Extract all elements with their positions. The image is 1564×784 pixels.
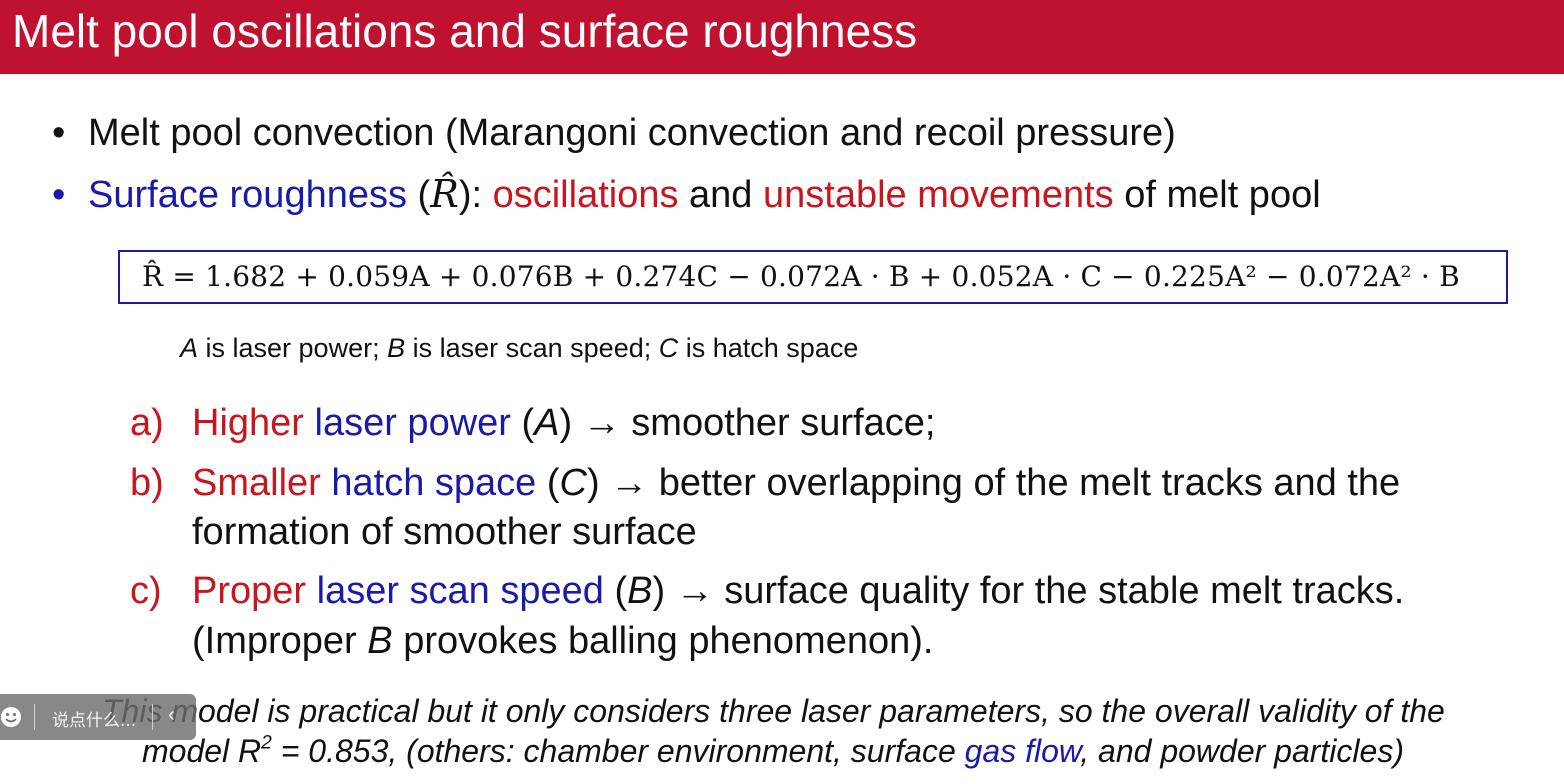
item-kw-red: Proper xyxy=(192,570,307,612)
item-var: A xyxy=(534,402,560,444)
paren-close: ): xyxy=(458,174,493,216)
var-c-desc: is hatch space xyxy=(678,333,859,363)
model-note-line2: model R2 = 0.853, (others: chamber envir… xyxy=(142,733,1404,770)
item-text: Higher laser power (A) → smoother surfac… xyxy=(192,402,935,445)
formula-box: R̂ = 1.682 + 0.059A + 0.076B + 0.274C − … xyxy=(118,250,1508,304)
note-gas-flow: gas flow xyxy=(964,733,1081,769)
item-label: b) xyxy=(130,462,164,504)
item-rest: ) → surface quality for the stable melt … xyxy=(652,570,1405,612)
connector-text: and xyxy=(678,174,764,216)
collapse-arrow-icon[interactable]: ‹ xyxy=(168,704,175,726)
keyword-oscillations: oscillations xyxy=(492,174,679,216)
item-kw-blue: laser power xyxy=(303,402,511,444)
overlay-divider xyxy=(34,704,35,730)
roughness-symbol: R̂ xyxy=(430,172,459,216)
bullet-end-text: of melt pool xyxy=(1113,174,1321,216)
item-label: c) xyxy=(130,570,162,612)
cont-pre: (Improper xyxy=(192,620,368,662)
variable-legend: A is laser power; B is laser scan speed;… xyxy=(180,333,858,364)
bullet-dot: • xyxy=(52,112,66,154)
note-post: , and powder particles) xyxy=(1080,733,1404,769)
item-label: a) xyxy=(130,402,164,444)
title-bar: Melt pool oscillations and surface rough… xyxy=(0,0,1564,74)
cont-var: B xyxy=(367,620,393,662)
comment-overlay[interactable]: 说点什么... ‹ xyxy=(0,694,196,740)
var-c: C xyxy=(658,333,679,363)
smiley-icon[interactable] xyxy=(0,706,22,728)
item-kw-red: Higher xyxy=(192,402,304,444)
bullet-convection: • Melt pool convection (Marangoni convect… xyxy=(52,112,1176,155)
bullet-roughness: • Surface roughness (R̂): oscillations an… xyxy=(52,172,1321,217)
cont-post: provokes balling phenomenon). xyxy=(392,620,934,662)
item-kw-blue: laser scan speed xyxy=(306,570,604,612)
roughness-term: Surface roughness xyxy=(88,174,407,216)
item-text: Smaller hatch space (C) → better overlap… xyxy=(192,462,1400,505)
var-b: B xyxy=(387,333,406,363)
item-text: Proper laser scan speed (B) → surface qu… xyxy=(192,570,1404,613)
keyword-unstable: unstable movements xyxy=(763,174,1114,216)
bullet-dot: • xyxy=(52,174,66,216)
var-b-desc: is laser scan speed; xyxy=(405,333,659,363)
paren-open: ( xyxy=(406,174,431,216)
roughness-formula: R̂ = 1.682 + 0.059A + 0.076B + 0.274C − … xyxy=(142,260,1460,293)
var-a: A xyxy=(180,333,199,363)
list-item-b-continuation: formation of smoother surface xyxy=(192,511,697,553)
bullet-text: Melt pool convection (Marangoni convecti… xyxy=(88,112,1176,154)
item-paren: ( xyxy=(510,402,535,444)
overlay-divider xyxy=(152,704,153,730)
item-kw-blue: hatch space xyxy=(320,462,537,504)
item-rest: ) → better overlapping of the melt track… xyxy=(586,462,1401,504)
var-a-desc: is laser power; xyxy=(198,333,388,363)
item-paren: ( xyxy=(536,462,560,504)
item-var: C xyxy=(559,462,587,504)
list-item-c-continuation: (Improper B provokes balling phenomenon)… xyxy=(192,620,933,663)
item-var: B xyxy=(627,570,653,612)
item-paren: ( xyxy=(603,570,628,612)
item-rest: ) → smoother surface; xyxy=(559,402,936,444)
note-sup: 2 xyxy=(261,732,272,754)
comment-input[interactable]: 说点什么... xyxy=(52,711,137,731)
item-kw-red: Smaller xyxy=(192,462,321,504)
note-mid: = 0.853, (others: chamber environment, s… xyxy=(271,733,965,769)
model-note-line1: This model is practical but it only cons… xyxy=(102,693,1445,729)
slide-title: Melt pool oscillations and surface rough… xyxy=(12,5,918,57)
